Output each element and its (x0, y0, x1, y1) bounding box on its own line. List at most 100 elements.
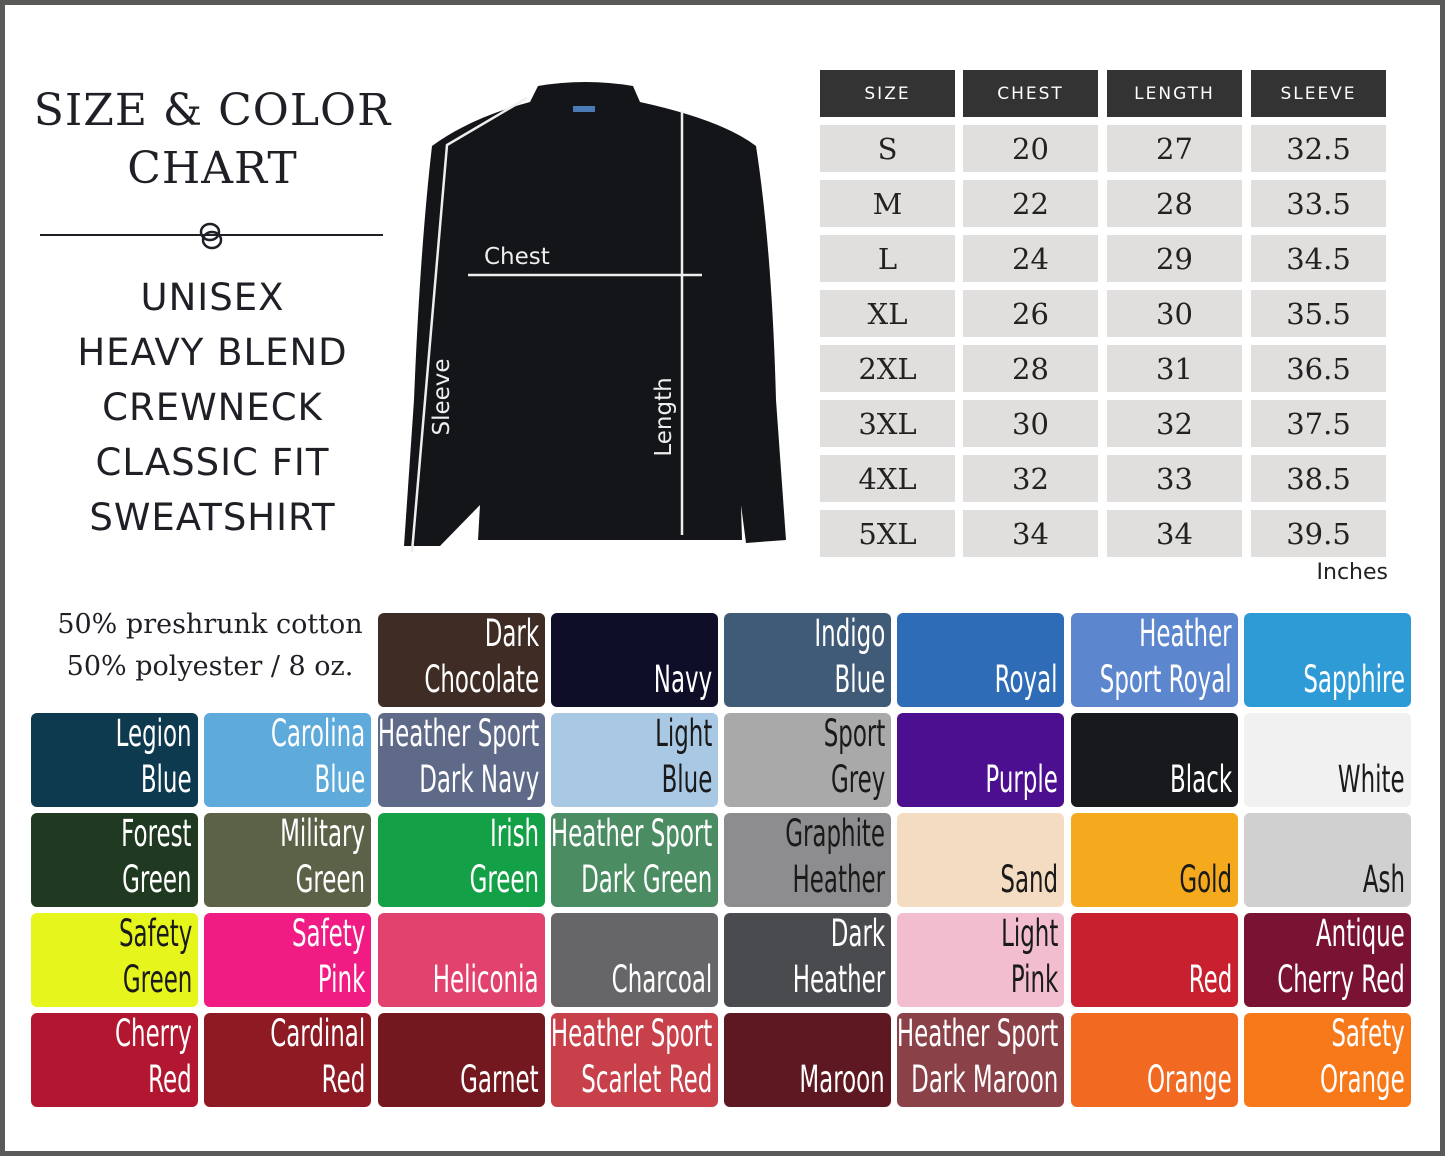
label-line: Safety (1331, 1013, 1405, 1055)
color-swatch-label: Navy (654, 613, 712, 703)
table-cell: 32 (963, 455, 1098, 502)
table-cell: 30 (963, 400, 1098, 447)
sleeve-line (410, 96, 528, 553)
label-line: Cherry Red (1277, 958, 1405, 1001)
label-line: Pink (1010, 958, 1058, 1001)
table-cell: 3XL (820, 400, 955, 447)
color-swatch-label: Safety Orange (1320, 1013, 1405, 1103)
color-swatch-label: Antique Cherry Red (1277, 913, 1405, 1003)
color-swatch-label: Cherry Red (115, 1013, 192, 1103)
label-line: Chocolate (424, 658, 539, 701)
label-line: Irish (489, 813, 539, 855)
product-line: CREWNECK (102, 386, 323, 429)
color-swatch: Sand (897, 813, 1064, 907)
color-swatch: Royal (897, 613, 1064, 707)
color-swatch: Carolina Blue (204, 713, 371, 807)
color-swatch-label: Safety Pink (292, 913, 365, 1003)
label-line: Heather Sport (551, 813, 712, 855)
table-header: SLEEVE (1251, 70, 1386, 117)
label-line: Scarlet Red (580, 1058, 712, 1101)
label-line (986, 713, 1058, 757)
label-line (995, 613, 1058, 657)
label-line (611, 913, 712, 957)
table-cell: 28 (1107, 180, 1242, 227)
label-line (460, 1013, 539, 1057)
color-swatch-label: Purple (986, 713, 1058, 803)
label-line: Ash (1362, 858, 1405, 901)
color-swatch-label: Indigo Blue (814, 613, 885, 703)
label-line: Light (1000, 913, 1058, 955)
label-line (1188, 913, 1232, 957)
label-line: Heather (792, 858, 885, 901)
label-line (1363, 813, 1405, 857)
product-line: CLASSIC FIT (95, 441, 330, 484)
color-swatch-label: Orange (1147, 1013, 1232, 1103)
label-line: Black (1169, 758, 1232, 801)
product-description: UNISEX HEAVY BLEND CREWNECK CLASSIC FIT … (30, 270, 395, 545)
color-swatch: Light Pink (897, 913, 1064, 1007)
color-swatch: Cardinal Red (204, 1013, 371, 1107)
product-line: SWEATSHIRT (89, 496, 336, 539)
fabric-line: 50% polyester / 8 oz. (66, 651, 354, 682)
label-line (1179, 813, 1232, 857)
title-line: SIZE & COLOR (33, 85, 392, 136)
color-swatch-label: Heliconia (433, 913, 539, 1003)
ornament-divider (40, 222, 383, 250)
table-cell: 4XL (820, 455, 955, 502)
label-line: Red (321, 1058, 365, 1101)
label-line (1147, 1013, 1232, 1057)
color-swatch: Heather Sport Scarlet Red (551, 1013, 718, 1107)
label-line: Green (122, 858, 192, 901)
label-line: Dark Green (580, 858, 712, 901)
table-cell: 35.5 (1251, 290, 1386, 337)
label-line: Blue (661, 758, 712, 801)
label-line: Dark (830, 913, 885, 955)
color-swatch-label: Gold (1179, 813, 1232, 903)
label-line: Blue (834, 658, 885, 701)
table-cell: 39.5 (1251, 510, 1386, 557)
table-cell: 34 (1107, 510, 1242, 557)
length-label: Length (651, 377, 677, 457)
label-line: Pink (317, 958, 365, 1001)
label-line: Safety (291, 913, 365, 955)
label-line: Royal (995, 658, 1058, 701)
color-swatch: Irish Green (378, 813, 545, 907)
table-cell: XL (820, 290, 955, 337)
table-cell: 34 (963, 510, 1098, 557)
color-swatch-label: Royal (995, 613, 1058, 703)
sweatshirt-diagram (404, 82, 786, 553)
color-swatch-label: Safety Green (119, 913, 192, 1003)
label-line (1000, 813, 1058, 857)
color-swatch-label: Sapphire (1303, 613, 1405, 703)
table-cell: M (820, 180, 955, 227)
label-line: Sand (1000, 858, 1058, 901)
table-cell: 27 (1107, 125, 1242, 172)
label-line: Heather Sport (378, 713, 539, 755)
chest-label: Chest (484, 244, 550, 270)
color-swatch-label: Legion Blue (116, 713, 192, 803)
label-line (1338, 713, 1405, 757)
color-swatch: Charcoal (551, 913, 718, 1007)
table-cell: 33.5 (1251, 180, 1386, 227)
color-swatch-label: Military Green (280, 813, 365, 903)
label-line: Blue (314, 758, 365, 801)
product-line: UNISEX (140, 276, 285, 319)
color-swatch: Sapphire (1244, 613, 1411, 707)
color-swatch-label: Irish Green (470, 813, 539, 903)
label-line: Light (654, 713, 712, 755)
color-swatch-label: Heather Sport Royal (1100, 613, 1232, 703)
label-line: Heather Sport (897, 1013, 1058, 1055)
label-line: Safety (118, 913, 192, 955)
label-line: Dark Navy (418, 758, 539, 801)
color-swatch-label: Heather Sport Dark Green (551, 813, 712, 903)
color-swatch-label: Heather Sport Dark Maroon (897, 1013, 1058, 1103)
fabric-info: 50% preshrunk cotton 50% polyester / 8 o… (20, 604, 400, 688)
label-line (654, 613, 712, 657)
color-swatch-label: Graphite Heather (785, 813, 885, 903)
table-cell: 29 (1107, 235, 1242, 282)
color-swatch: Indigo Blue (724, 613, 891, 707)
label-line: Forest (121, 813, 192, 855)
label-line: Garnet (460, 1058, 539, 1101)
label-line: Maroon (799, 1058, 885, 1101)
table-cell: 26 (963, 290, 1098, 337)
